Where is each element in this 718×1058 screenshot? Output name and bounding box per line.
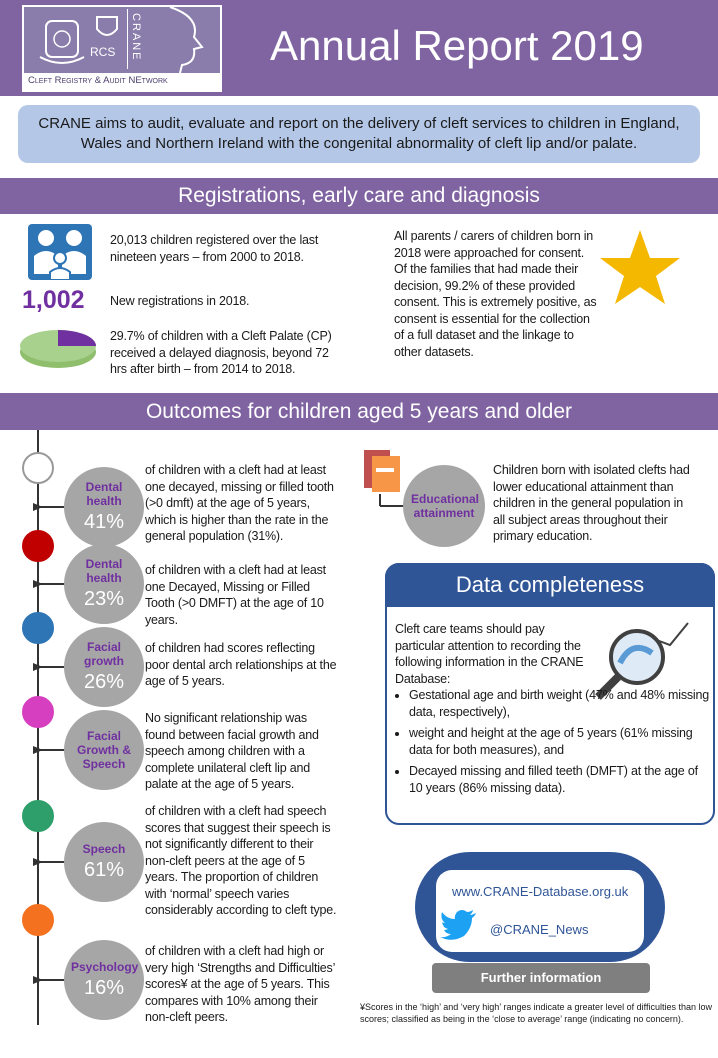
outcome-circle: Psychology 16%: [64, 940, 144, 1020]
timeline-dot: [33, 663, 43, 671]
logo-divider: [127, 9, 128, 69]
completeness-box: Data completeness Cleft care teams shoul…: [385, 563, 715, 825]
section-title: Outcomes for children aged 5 years and o…: [145, 400, 573, 423]
logo-rcs: RCS: [90, 45, 116, 59]
connector: [37, 666, 67, 668]
outcome-label: Speech: [82, 842, 126, 856]
connector: [37, 506, 67, 508]
crest-icon: [39, 20, 85, 64]
completeness-bullet: Gestational age and birth weight (47% an…: [409, 687, 709, 720]
completeness-intro: Cleft care teams should pay particular a…: [395, 622, 584, 686]
twitter-icon: [440, 910, 476, 940]
completeness-bullet: Decayed missing and filled teeth (DMFT) …: [409, 763, 709, 796]
intro-box: CRANE aims to audit, evaluate and report…: [18, 105, 700, 163]
outcome-text: of children with a cleft had at least on…: [145, 463, 334, 543]
connector: [37, 861, 67, 863]
outcome-circle: Dental health 23%: [64, 544, 144, 624]
rcs-crest: [96, 16, 118, 36]
outcome-label: Facial Growth & Speech: [77, 729, 131, 771]
outcome-icon: [22, 612, 54, 644]
outcome-value: 61%: [83, 859, 125, 881]
report-title: Annual Report 2019: [270, 22, 644, 69]
family-icon: [28, 224, 92, 280]
outcome-circle: Facial Growth & Speech: [64, 710, 144, 790]
completeness-title: Data completeness: [455, 572, 645, 597]
section-header: Outcomes for children aged 5 years and o…: [0, 393, 718, 430]
outcome-text: of children had scores reflecting poor d…: [145, 641, 337, 688]
registration-text: 29.7% of children with a Cleft Palate (C…: [110, 329, 332, 376]
outcome-icon: [22, 696, 54, 728]
links-panel: [436, 870, 644, 952]
twitter-link[interactable]: @CRANE_News: [490, 922, 589, 937]
registration-text: New registrations in 2018.: [110, 294, 250, 308]
outcome-value: 16%: [83, 977, 125, 999]
star-icon: [600, 230, 680, 304]
outcome-icon: [22, 452, 54, 484]
outcome-text: of children with a cleft had at least on…: [145, 563, 326, 627]
intro-text: CRANE aims to audit, evaluate and report…: [38, 115, 680, 152]
outcome-circle: Speech 61%: [64, 822, 144, 902]
completeness-list: Gestational age and birth weight (47% an…: [391, 687, 709, 796]
pie-icon: [20, 330, 96, 368]
button-label[interactable]: Further information: [480, 970, 602, 985]
magnifier-icon: [595, 622, 689, 700]
outcome-value: 23%: [83, 588, 125, 610]
outcome-label: Dental health: [85, 480, 123, 508]
completeness-bullet: weight and height at the age of 5 years …: [409, 725, 709, 758]
education-label: Educational attainment: [411, 492, 480, 520]
logo-crane: CRANE: [130, 13, 142, 62]
outcome-text: No significant relationship was found be…: [145, 711, 319, 791]
timeline-dot: [33, 746, 43, 754]
connector: [37, 583, 67, 585]
registration-text: 20,013 children registered over the last…: [110, 233, 319, 264]
registration-number: 1,002: [22, 286, 85, 314]
completeness-header: Data completeness: [385, 563, 715, 607]
outcome-icon: [22, 800, 54, 832]
section-title: Registrations, early care and diagnosis: [178, 184, 540, 207]
outcome-text: of children with a cleft had high or ver…: [145, 944, 335, 1024]
timeline-dot: [33, 976, 43, 984]
website-link[interactable]: www.CRANE-Database.org.uk: [452, 884, 629, 899]
education-text: Children born with isolated clefts had l…: [493, 463, 690, 543]
outcome-icon: [22, 904, 54, 936]
outcome-icon: [22, 530, 54, 562]
section-header: Registrations, early care and diagnosis: [0, 178, 718, 214]
outcome-label: Facial growth: [84, 640, 124, 668]
timeline-dot: [33, 580, 43, 588]
outcome-label: Psychology: [71, 960, 139, 974]
logo-network: Cleft Registry & Audit NEtwork: [28, 75, 168, 86]
consent-text: All parents / carers of children born in…: [394, 229, 597, 359]
outcome-value: 41%: [83, 511, 125, 533]
outcome-value: 26%: [83, 671, 125, 693]
outcome-circle: Dental health 41%: [64, 467, 144, 547]
footnote: ¥Scores in the ‘high’ and ‘very high’ ra…: [360, 1002, 712, 1024]
logo-box: RCS CRANE Cleft Registry & Audit NEtwork: [22, 5, 222, 92]
timeline-dot: [33, 858, 43, 866]
outcome-label: Dental health: [85, 557, 123, 585]
connector: [37, 979, 67, 981]
outcome-circle: Facial growth 26%: [64, 627, 144, 707]
education-circle: Educational attainment: [403, 465, 485, 547]
timeline-dot: [33, 503, 43, 511]
profile-icon: [169, 7, 204, 73]
outcome-text: of children with a cleft had speech scor…: [145, 804, 337, 917]
connector: [37, 749, 67, 751]
book-icon: [364, 450, 400, 492]
further-info-button[interactable]: Further information: [432, 963, 650, 993]
